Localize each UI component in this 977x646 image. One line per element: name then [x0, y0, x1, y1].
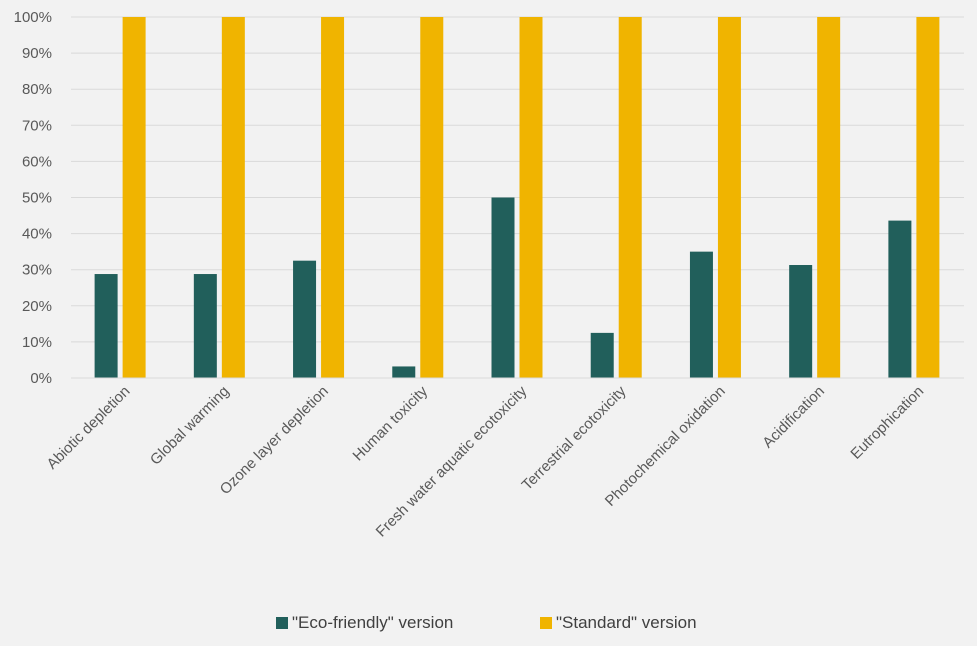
y-tick-label: 40%	[22, 226, 52, 243]
x-category-label: Eutrophication	[847, 383, 927, 463]
bar-eco-friendly	[293, 260, 317, 378]
bar-standard	[916, 17, 940, 378]
x-category-label: Human toxicity	[350, 382, 432, 464]
legend-swatch	[540, 617, 552, 629]
x-category-label: Global warming	[147, 383, 233, 469]
gridlines	[71, 16, 964, 343]
y-tick-label: 50%	[22, 190, 52, 207]
y-tick-label: 90%	[22, 45, 52, 62]
y-tick-label: 10%	[22, 334, 52, 351]
y-tick-label: 70%	[22, 117, 52, 134]
bar-standard	[817, 17, 841, 378]
x-category-label: Terrestrial ecotoxicity	[519, 382, 630, 493]
bar-eco-friendly	[491, 197, 515, 378]
bar-standard	[717, 17, 741, 378]
bar-standard	[221, 17, 245, 378]
bar-eco-friendly	[392, 366, 416, 378]
y-tick-label: 60%	[22, 153, 52, 170]
bar-standard	[420, 17, 444, 378]
legend: "Eco-friendly" version "Standard" version	[276, 613, 697, 632]
x-category-label: Ozone layer depletion	[217, 383, 332, 498]
bar-standard	[321, 17, 345, 378]
y-tick-label: 0%	[30, 370, 52, 387]
legend-swatch	[276, 617, 288, 629]
legend-label: "Standard" version	[556, 613, 697, 632]
bar-eco-friendly	[193, 274, 217, 378]
legend-label: "Eco-friendly" version	[292, 613, 453, 632]
bar-eco-friendly	[590, 332, 614, 378]
x-category-label: Acidification	[759, 383, 828, 452]
bar-eco-friendly	[789, 265, 813, 378]
bar-eco-friendly	[888, 220, 912, 378]
bar-eco-friendly	[94, 274, 118, 378]
y-tick-label: 20%	[22, 298, 52, 315]
x-category-label: Abiotic depletion	[44, 383, 134, 473]
y-tick-label: 30%	[22, 262, 52, 279]
y-tick-label: 80%	[22, 81, 52, 98]
bar-standard	[519, 17, 543, 378]
y-tick-label: 100%	[14, 9, 52, 26]
bars	[94, 17, 940, 378]
bar-standard	[122, 17, 146, 378]
y-axis-tick-labels: 0% 10% 20% 30% 40% 50% 60% 70% 80% 90% 100%	[14, 9, 52, 387]
bar-standard	[618, 17, 642, 378]
bar-eco-friendly	[689, 251, 713, 378]
